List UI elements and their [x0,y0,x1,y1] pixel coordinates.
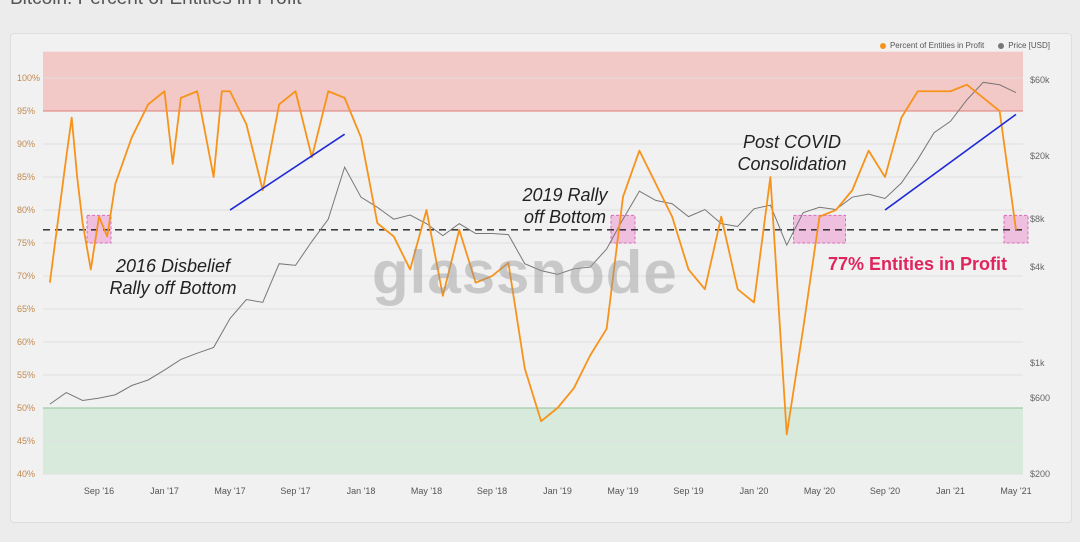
legend-dot-icon [998,42,1005,49]
x-tick-label: Jan '21 [936,486,965,496]
annotation-2016-line1: 2016 Disbelief [115,256,231,276]
legend-dot-icon [879,42,886,49]
legend-label-price: Price [USD] [1008,41,1050,50]
annotation-covid: Post COVID Consolidation [722,131,862,175]
y-right-tick-label: $60k [1030,75,1050,85]
x-tick-label: Jan '17 [150,486,179,496]
x-ticks: Sep '16 Jan '17 May '17 Sep '17 Jan '18 May '… [84,486,1032,496]
annotation-2019-line1: 2019 Rally [522,185,608,205]
x-tick-label: May '19 [607,486,638,496]
x-tick-label: May '18 [411,486,442,496]
y-left-tick-label: 100% [17,73,40,83]
profit-series-layer [48,83,1017,436]
y-left-tick-label: 55% [17,370,35,380]
x-tick-label: Sep '18 [477,486,507,496]
annotation-covid-line1: Post COVID [742,132,842,152]
watermark: glassnode [372,239,678,306]
x-tick-label: Jan '18 [347,486,376,496]
trendline-2 [884,113,1017,211]
annotation-2019-line2: off Bottom [523,207,607,227]
y-left-tick-label: 80% [17,205,35,215]
y-right-tick-label: $4k [1030,262,1045,272]
x-tick-label: Jan '19 [543,486,572,496]
legend-item-price[interactable]: Price [USD] [998,41,1050,50]
y-left-tick-label: 60% [17,337,35,347]
y-left-tick-label: 50% [17,403,35,413]
y-left-tick-label: 65% [17,304,35,314]
x-tick-label: Sep '20 [870,486,900,496]
annotation-current: 77% Entities in Profit [828,254,1008,274]
x-tick-label: May '17 [214,486,245,496]
y-left-tick-label: 90% [17,139,35,149]
y-left-tick-label: 45% [17,436,35,446]
annotation-covid-line2: Consolidation [737,154,847,174]
series-line-price [49,81,1017,405]
y-left-ticks: 40% 45% 50% 55% 60% 65% 70% 75% 80% 85% 90% 95% 100% [17,73,40,479]
zone-high [43,51,1023,112]
trendlines-layer [229,113,1017,211]
y-left-tick-label: 70% [17,271,35,281]
y-left-tick-label: 40% [17,469,35,479]
grid-layer [43,77,1023,475]
y-right-tick-label: $20k [1030,151,1050,161]
y-right-tick-label: $600 [1030,393,1050,403]
series-line-profit [48,83,1017,436]
price-series-layer [49,81,1017,405]
annotation-2016-line2: Rally off Bottom [109,278,237,298]
legend: Percent of Entities in Profit Price [USD… [879,41,1050,50]
x-tick-label: May '21 [1000,486,1031,496]
highlight-boxes-layer [86,214,1029,244]
y-right-tick-label: $1k [1030,358,1045,368]
y-right-tick-label: $200 [1030,469,1050,479]
x-tick-label: Sep '16 [84,486,114,496]
x-tick-label: Sep '17 [280,486,310,496]
legend-label-profit: Percent of Entities in Profit [889,41,985,50]
y-right-ticks: $200 $600 $1k $4k $8k $20k $60k [1030,75,1050,479]
x-tick-label: Jan '20 [740,486,769,496]
y-left-tick-label: 95% [17,106,35,116]
x-tick-label: May '20 [804,486,835,496]
y-right-tick-label: $8k [1030,214,1045,224]
annotation-2016: 2016 Disbelief Rally off Bottom [88,255,258,299]
y-left-tick-label: 75% [17,238,35,248]
y-left-tick-label: 85% [17,172,35,182]
page-title: Bitcoin: Percent of Entities in Profit [10,0,301,10]
annotation-2019: 2019 Rally off Bottom [505,184,625,228]
legend-item-profit[interactable]: Percent of Entities in Profit [879,41,985,50]
x-tick-label: Sep '19 [673,486,703,496]
trendline-1 [229,133,346,211]
